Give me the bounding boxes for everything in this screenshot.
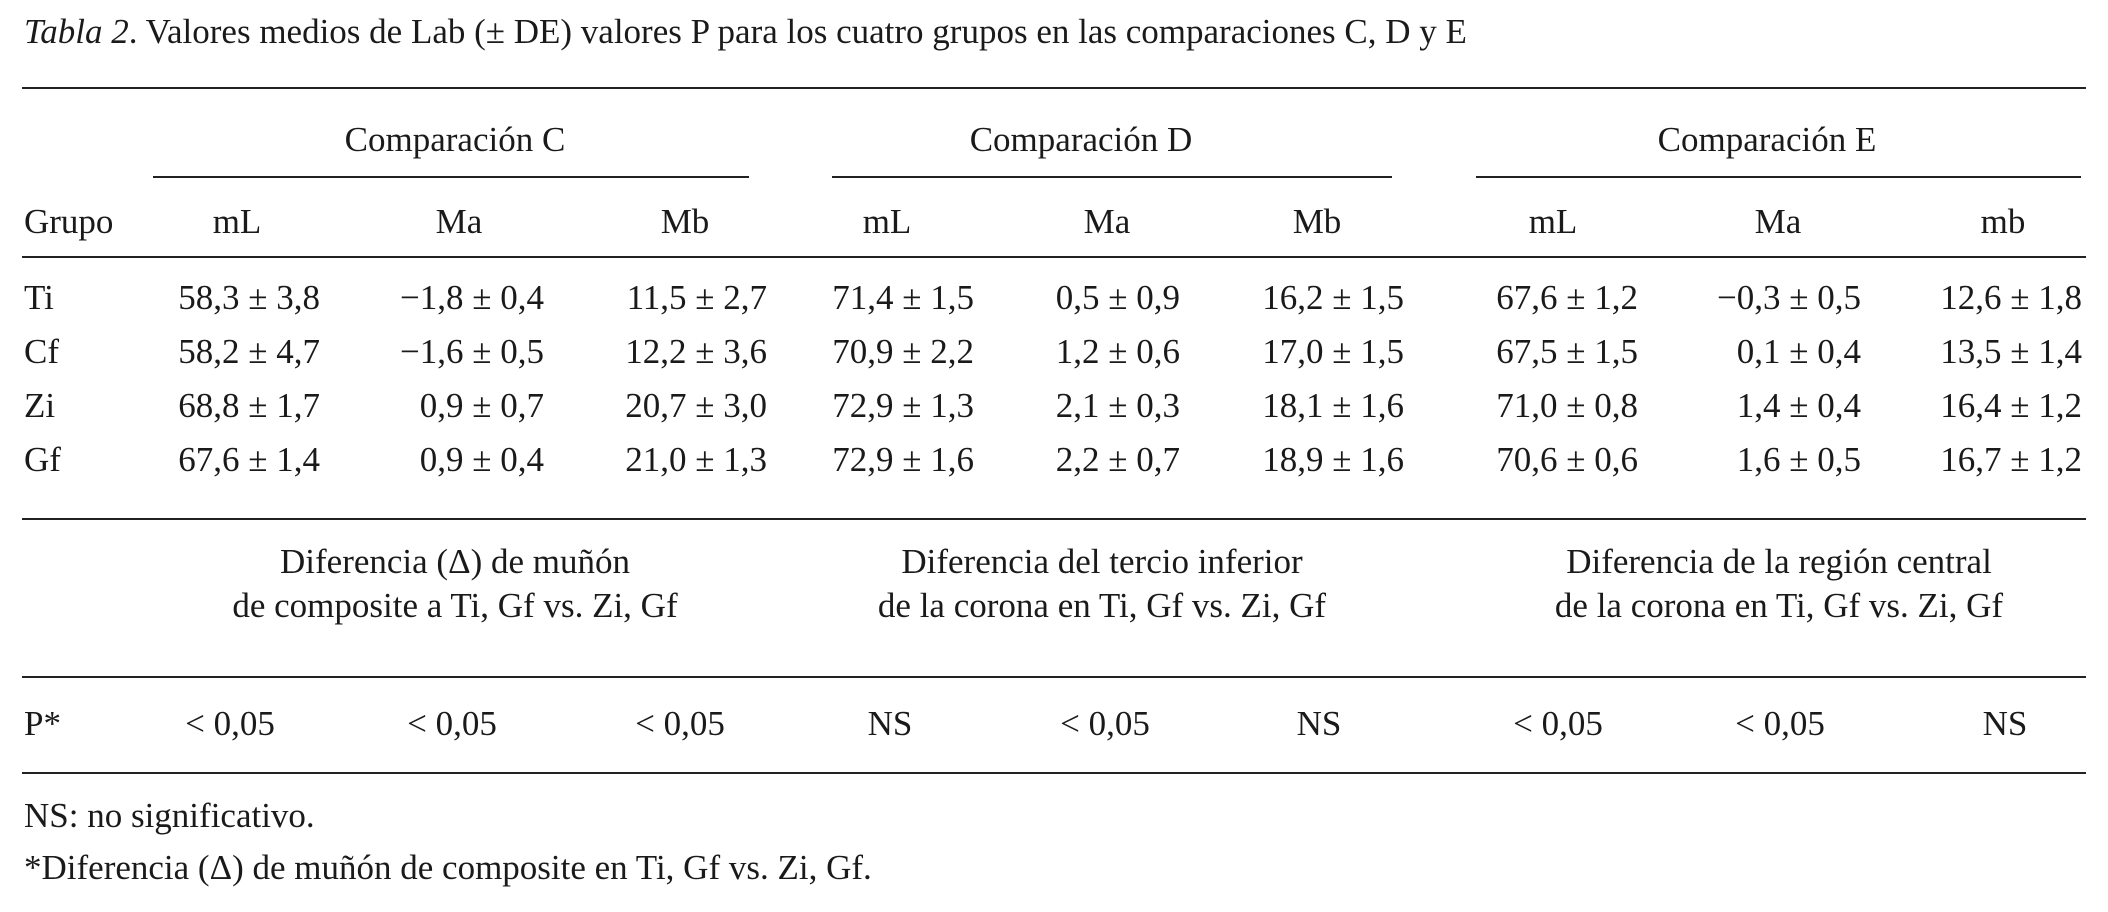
difference-line-2: de composite a Ti, Gf vs. Zi, Gf (232, 586, 678, 625)
comparison-header-d: Comparación D (969, 120, 1193, 159)
table-cell: 11,5 ± 2,7 (626, 278, 767, 317)
column-header: mL (862, 202, 912, 241)
table-cell: 2,1 ± 0,3 (1055, 386, 1180, 425)
comparison-d-underline (832, 176, 1392, 178)
p-value: NS (867, 704, 913, 743)
table-cell: 21,0 ± 1,3 (625, 440, 767, 479)
table-cell: 0,1 ± 0,4 (1736, 332, 1861, 371)
difference-description-d: Diferencia del tercio inferior de la cor… (802, 540, 1402, 628)
difference-description-e: Diferencia de la región central de la co… (1474, 540, 2084, 628)
table-cell: 16,4 ± 1,2 (1940, 386, 2082, 425)
difference-line-1: Diferencia (Δ) de muñón (280, 542, 630, 581)
group-label: Gf (24, 440, 61, 479)
p-value: < 0,05 (185, 704, 275, 743)
header-rule (22, 256, 2086, 258)
difference-line-1: Diferencia de la región central (1566, 542, 1992, 581)
table-cell: 12,6 ± 1,8 (1940, 278, 2082, 317)
column-header: mL (212, 202, 262, 241)
table-cell: 70,9 ± 2,2 (832, 332, 974, 371)
difference-description-c: Diferencia (Δ) de muñón de composite a T… (155, 540, 755, 628)
table-cell: 58,2 ± 4,7 (178, 332, 320, 371)
column-header: Ma (1754, 202, 1802, 241)
table-caption: Tabla 2. Valores medios de Lab (± DE) va… (24, 10, 1467, 54)
column-header: mL (1528, 202, 1578, 241)
group-label: Ti (24, 278, 54, 317)
p-value: NS (1296, 704, 1342, 743)
table-bottom-rule (22, 772, 2086, 774)
group-label: Zi (24, 386, 56, 425)
group-column-header: Grupo (24, 202, 114, 241)
table-cell: 20,7 ± 3,0 (625, 386, 767, 425)
table-cell: 1,2 ± 0,6 (1055, 332, 1180, 371)
table-cell: 1,4 ± 0,4 (1736, 386, 1861, 425)
footnote-ns: NS: no significativo. (24, 796, 315, 835)
table-cell: −1,6 ± 0,5 (400, 332, 544, 371)
table-cell: 17,0 ± 1,5 (1262, 332, 1404, 371)
table-cell: 68,8 ± 1,7 (178, 386, 320, 425)
table-cell: 71,0 ± 0,8 (1496, 386, 1638, 425)
caption-label: Tabla 2 (24, 12, 129, 51)
table-cell: 12,2 ± 3,6 (625, 332, 767, 371)
p-value: < 0,05 (1060, 704, 1150, 743)
p-value: < 0,05 (407, 704, 497, 743)
table-cell: 0,9 ± 0,7 (419, 386, 544, 425)
column-header: Mb (1292, 202, 1342, 241)
table-cell: 2,2 ± 0,7 (1055, 440, 1180, 479)
table-cell: 72,9 ± 1,3 (832, 386, 974, 425)
comparison-c-underline (153, 176, 749, 178)
table-cell: 71,4 ± 1,5 (832, 278, 974, 317)
difference-line-2: de la corona en Ti, Gf vs. Zi, Gf (877, 586, 1327, 625)
column-header: Ma (1083, 202, 1131, 241)
table-cell: 13,5 ± 1,4 (1940, 332, 2082, 371)
footnote-asterisk: *Diferencia (Δ) de muñón de composite en… (24, 848, 872, 887)
table-cell: 16,2 ± 1,5 (1262, 278, 1404, 317)
table-cell: 16,7 ± 1,2 (1940, 440, 2082, 479)
comparison-header-c: Comparación C (344, 120, 566, 159)
p-value: NS (1982, 704, 2028, 743)
table-cell: 18,1 ± 1,6 (1262, 386, 1404, 425)
table-cell: 1,6 ± 0,5 (1736, 440, 1861, 479)
comparison-e-underline (1476, 176, 2081, 178)
group-label: Cf (24, 332, 59, 371)
difference-line-1: Diferencia del tercio inferior (901, 542, 1303, 581)
table-cell: 18,9 ± 1,6 (1262, 440, 1404, 479)
body-bottom-rule (22, 518, 2086, 520)
table-cell: 70,6 ± 0,6 (1496, 440, 1638, 479)
column-header: mb (1980, 202, 2026, 241)
p-value: < 0,05 (1513, 704, 1603, 743)
top-rule (22, 87, 2086, 89)
table-cell: 67,6 ± 1,4 (178, 440, 320, 479)
table-cell: 67,6 ± 1,2 (1496, 278, 1638, 317)
difference-line-2: de la corona en Ti, Gf vs. Zi, Gf (1554, 586, 2004, 625)
column-header: Ma (435, 202, 483, 241)
table-cell: −0,3 ± 0,5 (1717, 278, 1861, 317)
caption-text: . Valores medios de Lab (± DE) valores P… (128, 12, 1467, 51)
p-row-label: P* (24, 704, 61, 743)
p-value: < 0,05 (635, 704, 725, 743)
difference-rule (22, 676, 2086, 678)
comparison-header-e: Comparación E (1657, 120, 1877, 159)
table-cell: 67,5 ± 1,5 (1496, 332, 1638, 371)
table-cell: 0,5 ± 0,9 (1055, 278, 1180, 317)
table-cell: −1,8 ± 0,4 (400, 278, 544, 317)
p-value: < 0,05 (1735, 704, 1825, 743)
column-header: Mb (660, 202, 710, 241)
table-cell: 58,3 ± 3,8 (178, 278, 320, 317)
table-cell: 0,9 ± 0,4 (419, 440, 544, 479)
table-cell: 72,9 ± 1,6 (832, 440, 974, 479)
